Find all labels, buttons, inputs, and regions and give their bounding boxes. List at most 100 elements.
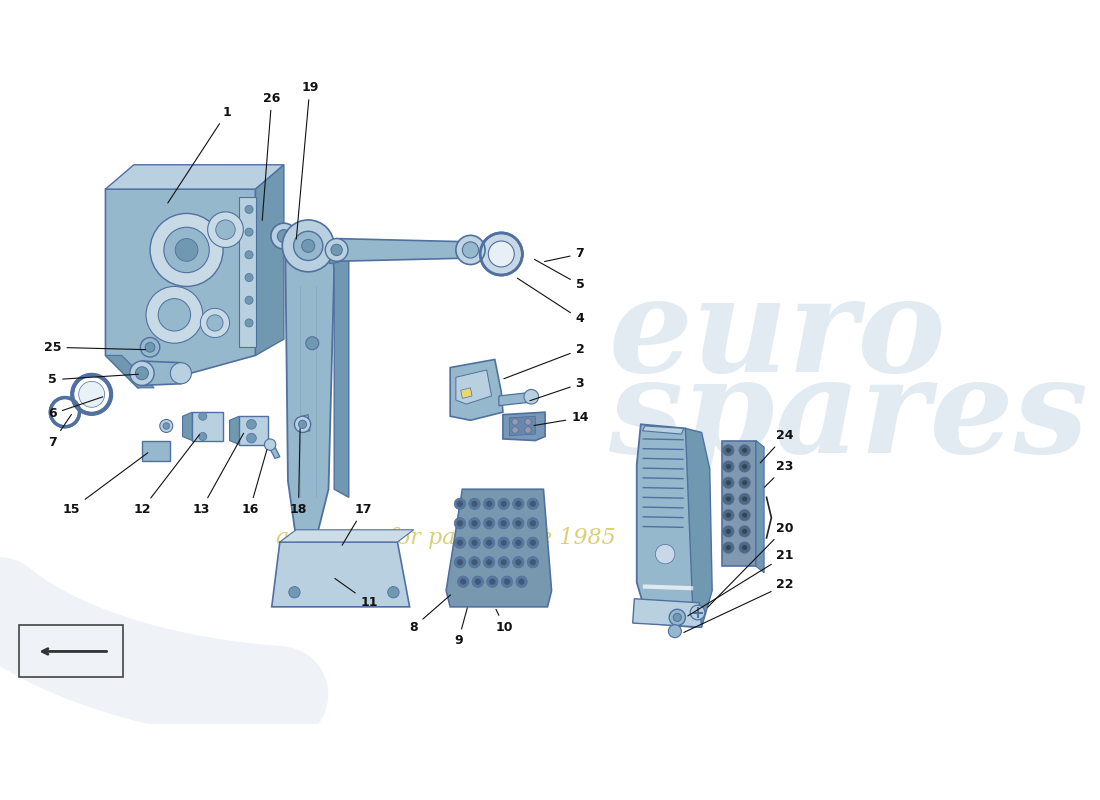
Text: 11: 11 <box>334 578 377 610</box>
Circle shape <box>739 526 750 537</box>
Circle shape <box>515 539 521 546</box>
Circle shape <box>530 520 536 526</box>
Polygon shape <box>685 428 712 627</box>
Polygon shape <box>240 416 267 445</box>
Circle shape <box>130 361 154 386</box>
Polygon shape <box>272 542 409 607</box>
Text: 5: 5 <box>48 374 139 386</box>
Circle shape <box>739 510 750 521</box>
Polygon shape <box>106 355 154 388</box>
Circle shape <box>527 557 539 568</box>
Text: 4: 4 <box>517 278 584 326</box>
Circle shape <box>158 298 190 331</box>
Circle shape <box>474 578 481 585</box>
Circle shape <box>726 496 732 502</box>
Polygon shape <box>498 392 536 406</box>
Circle shape <box>498 498 509 510</box>
Polygon shape <box>230 416 240 445</box>
Circle shape <box>726 529 732 534</box>
Text: 8: 8 <box>409 595 451 634</box>
Circle shape <box>471 520 477 526</box>
Circle shape <box>516 576 527 587</box>
Circle shape <box>656 544 675 564</box>
Text: 9: 9 <box>454 608 467 647</box>
Circle shape <box>669 625 681 638</box>
Circle shape <box>490 578 496 585</box>
Polygon shape <box>267 442 279 458</box>
Text: 21: 21 <box>688 550 794 616</box>
Circle shape <box>741 529 748 534</box>
Circle shape <box>527 537 539 549</box>
Polygon shape <box>447 490 551 607</box>
Circle shape <box>387 586 399 598</box>
Text: 18: 18 <box>289 429 307 516</box>
Circle shape <box>723 542 734 554</box>
Circle shape <box>741 464 748 470</box>
Polygon shape <box>142 441 170 461</box>
Circle shape <box>726 512 732 518</box>
Circle shape <box>486 576 498 587</box>
Circle shape <box>723 510 734 521</box>
Circle shape <box>504 578 510 585</box>
Circle shape <box>245 319 253 327</box>
Circle shape <box>175 238 198 262</box>
Circle shape <box>515 559 521 566</box>
Circle shape <box>483 557 495 568</box>
Text: 20: 20 <box>707 522 794 607</box>
Circle shape <box>726 464 732 470</box>
Polygon shape <box>337 238 471 262</box>
Text: 6: 6 <box>48 397 102 420</box>
Circle shape <box>454 518 465 529</box>
Polygon shape <box>331 238 349 498</box>
Polygon shape <box>183 412 192 441</box>
Circle shape <box>458 576 469 587</box>
Circle shape <box>498 557 509 568</box>
Circle shape <box>456 539 463 546</box>
Circle shape <box>145 342 155 352</box>
Circle shape <box>456 501 463 507</box>
Circle shape <box>298 420 307 428</box>
Circle shape <box>326 238 348 262</box>
Circle shape <box>454 537 465 549</box>
Circle shape <box>488 241 515 267</box>
Circle shape <box>498 537 509 549</box>
Circle shape <box>525 426 531 434</box>
Circle shape <box>170 362 191 384</box>
Circle shape <box>200 308 230 338</box>
Polygon shape <box>240 198 255 347</box>
Circle shape <box>513 518 524 529</box>
Circle shape <box>741 480 748 486</box>
Circle shape <box>673 614 681 622</box>
Circle shape <box>208 212 243 247</box>
Circle shape <box>527 498 539 510</box>
Polygon shape <box>722 441 756 566</box>
Circle shape <box>454 498 465 510</box>
Circle shape <box>295 416 310 433</box>
Text: 5: 5 <box>535 259 584 291</box>
Circle shape <box>524 390 539 404</box>
Polygon shape <box>329 250 341 264</box>
Circle shape <box>486 501 493 507</box>
Circle shape <box>264 439 276 450</box>
Polygon shape <box>106 165 284 189</box>
Circle shape <box>306 337 319 350</box>
Circle shape <box>739 494 750 505</box>
Circle shape <box>741 447 748 453</box>
Circle shape <box>216 220 235 239</box>
Circle shape <box>79 382 104 407</box>
Polygon shape <box>450 359 503 420</box>
Text: spares: spares <box>608 352 1088 481</box>
Circle shape <box>245 274 253 282</box>
Circle shape <box>486 539 493 546</box>
Circle shape <box>483 498 495 510</box>
Circle shape <box>469 537 481 549</box>
Circle shape <box>471 501 477 507</box>
Circle shape <box>469 518 481 529</box>
Polygon shape <box>302 414 310 433</box>
Polygon shape <box>642 426 684 434</box>
Circle shape <box>741 496 748 502</box>
Circle shape <box>669 610 685 626</box>
Circle shape <box>512 426 518 434</box>
Text: 15: 15 <box>63 453 147 516</box>
Polygon shape <box>142 361 180 386</box>
